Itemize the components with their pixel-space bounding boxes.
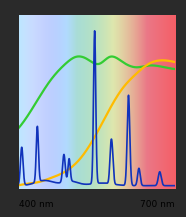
Text: 400 nm: 400 nm	[19, 200, 53, 209]
Text: 700 nm: 700 nm	[140, 200, 175, 209]
